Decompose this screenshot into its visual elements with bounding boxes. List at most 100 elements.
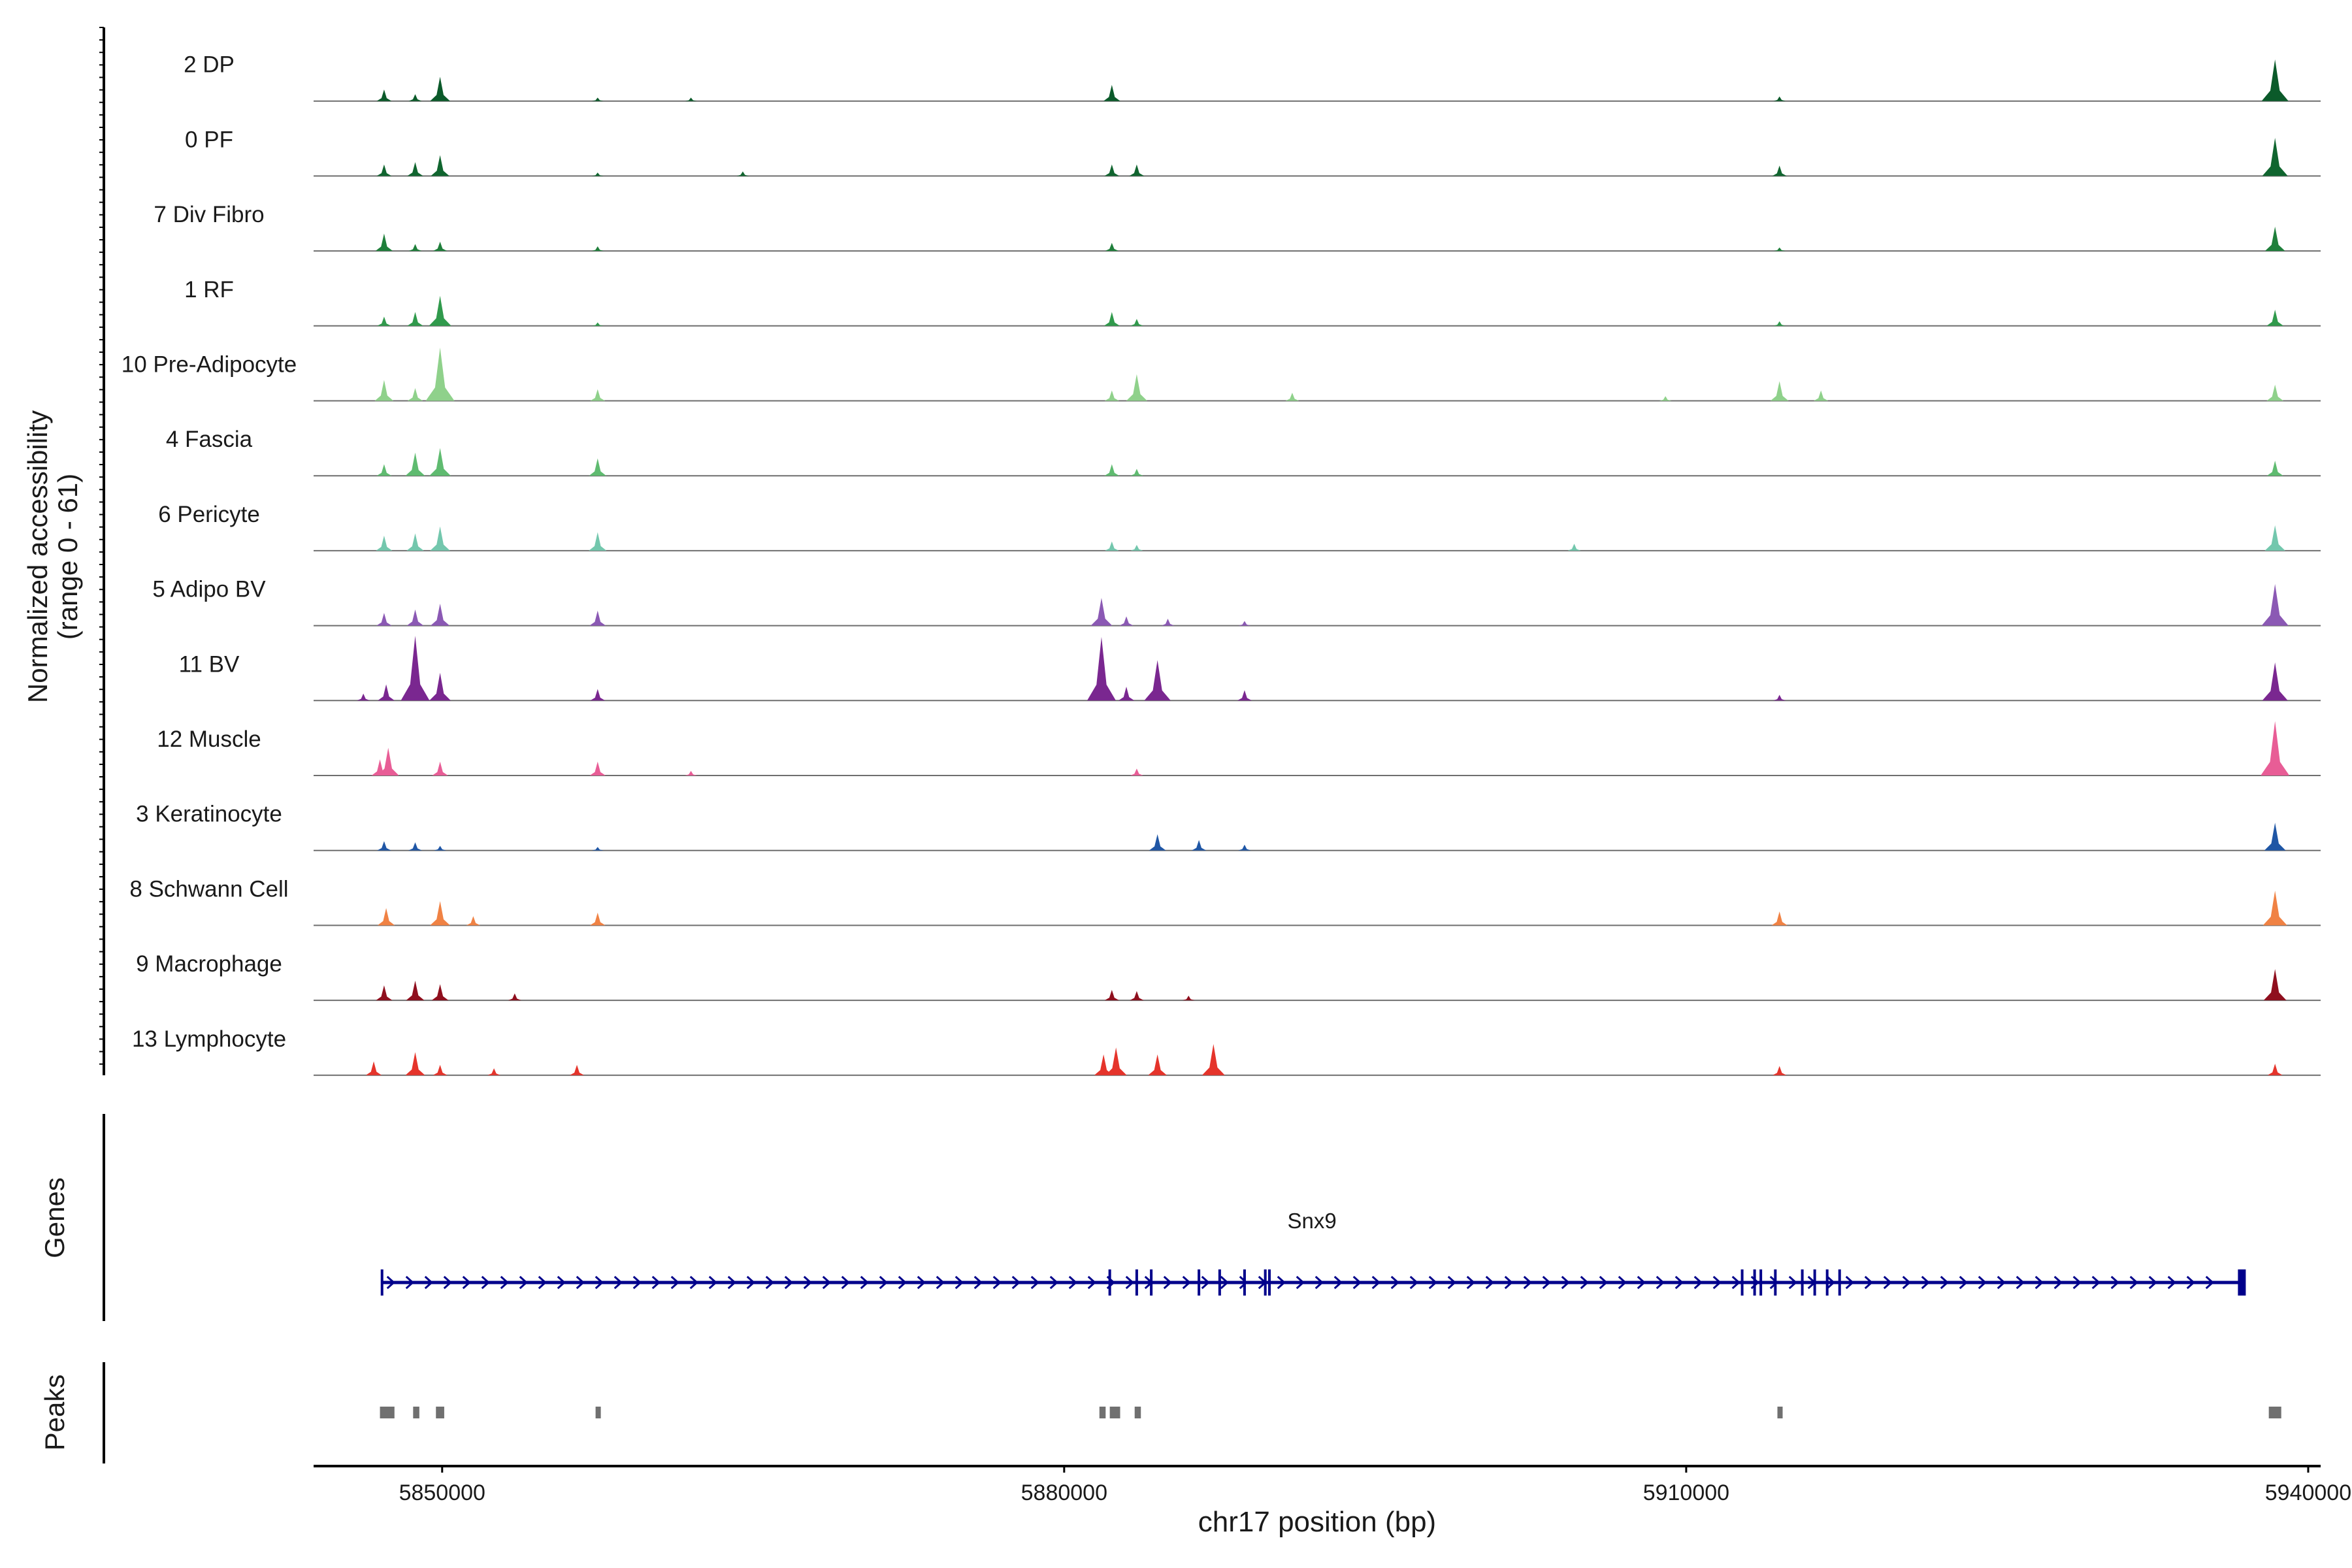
strand-arrow <box>689 1275 698 1290</box>
x-tick-label: 5850000 <box>399 1480 485 1505</box>
track-13-lymphocyte: 13 Lymphocyte <box>132 1026 2321 1076</box>
strand-arrow <box>424 1275 433 1290</box>
strand-arrow <box>2091 1275 2100 1290</box>
coverage-peak <box>357 693 370 701</box>
peak-region <box>1109 1407 1120 1418</box>
strand-arrow <box>1182 1275 1191 1290</box>
coverage-peak <box>1105 1047 1127 1075</box>
track-4-fascia: 4 Fascia <box>166 427 2321 477</box>
peak-region <box>595 1407 601 1418</box>
coverage-peak <box>1772 1066 1787 1075</box>
coverage-peak <box>1238 844 1251 851</box>
strand-arrow <box>1864 1275 1873 1290</box>
coverage-peak <box>466 916 481 926</box>
peak-regions <box>380 1407 2281 1418</box>
strand-arrow <box>557 1275 566 1290</box>
peak-region <box>1099 1407 1106 1418</box>
coverage-peak <box>1773 247 1786 252</box>
strand-arrow <box>519 1275 528 1290</box>
peak-region <box>436 1407 444 1418</box>
strand-arrow <box>1125 1275 1134 1290</box>
coverage-peak <box>591 97 604 101</box>
coverage-peak <box>1118 687 1135 701</box>
coverage-peak <box>1126 374 1147 401</box>
track-label: 5 Adipo BV <box>152 577 266 602</box>
coverage-peak <box>1201 1043 1225 1075</box>
coverage-peak <box>2261 583 2289 626</box>
coverage-peak <box>405 452 425 476</box>
strand-arrow <box>1561 1275 1570 1290</box>
strand-arrow <box>462 1275 471 1290</box>
track-label: 1 RF <box>184 277 234 302</box>
coverage-peak <box>407 388 423 401</box>
coverage-peak <box>1130 319 1144 326</box>
strand-arrow <box>1656 1275 1665 1290</box>
coverage-peak <box>591 847 604 851</box>
strand-arrow <box>2205 1275 2214 1290</box>
strand-arrow <box>898 1275 907 1290</box>
track-6-pericyte: 6 Pericyte <box>158 502 2321 551</box>
strand-arrow <box>1978 1275 1987 1290</box>
track-label: 0 PF <box>185 127 233 152</box>
accessibility-tracks: 2 DP 0 PF 7 Div Fibro 1 RF 10 Pre-Adipocyte 4… <box>122 52 2321 1076</box>
coverage-peak <box>406 533 424 551</box>
strand-arrow <box>2186 1275 2195 1290</box>
peak-region <box>380 1407 395 1418</box>
coverage-peak <box>431 155 449 176</box>
coverage-peak <box>377 841 391 851</box>
coverage-peak <box>1130 990 1144 1001</box>
strand-arrow <box>2034 1275 2044 1290</box>
coverage-peak <box>589 761 606 776</box>
strand-arrow <box>746 1275 755 1290</box>
peak-region <box>2268 1407 2281 1418</box>
strand-arrow <box>1239 1275 1248 1290</box>
coverage-peak <box>589 532 607 551</box>
coverage-peak <box>685 770 697 776</box>
track-9-macrophage: 9 Macrophage <box>136 951 2321 1002</box>
coverage-peak <box>376 164 392 176</box>
strand-arrow <box>708 1275 717 1290</box>
coverage-peak <box>377 747 399 776</box>
coverage-peak <box>1285 393 1299 401</box>
track-1-rf: 1 RF <box>184 277 2321 327</box>
accessibility-y-axis <box>99 27 105 1075</box>
gene-name-label: Snx9 <box>1287 1209 1336 1233</box>
strand-arrow <box>1409 1275 1418 1290</box>
track-label: 9 Macrophage <box>136 951 282 977</box>
coverage-peak <box>1772 694 1786 701</box>
strand-arrow <box>1049 1275 1058 1290</box>
strand-arrow <box>917 1275 926 1290</box>
coverage-peak <box>407 162 423 176</box>
coverage-peak <box>589 912 606 926</box>
strand-arrow <box>651 1275 661 1290</box>
coverage-peak <box>569 1064 585 1075</box>
coverage-peak <box>400 636 430 701</box>
strand-arrow <box>1390 1275 1399 1290</box>
coverage-peak <box>430 901 450 926</box>
coverage-peak <box>425 348 455 401</box>
strand-arrow <box>386 1275 395 1290</box>
coverage-peak <box>377 316 391 326</box>
strand-arrow <box>2072 1275 2082 1290</box>
strand-arrow <box>1542 1275 1551 1290</box>
coverage-peak <box>408 94 422 101</box>
track-7-div-fibro: 7 Div Fibro <box>154 202 2321 252</box>
gene-model: Snx9 <box>380 1209 2246 1296</box>
strand-arrow <box>1201 1275 1210 1290</box>
coverage-peak <box>1104 164 1120 176</box>
strand-arrow <box>955 1275 964 1290</box>
coverage-peak <box>376 985 393 1001</box>
track-label: 4 Fascia <box>166 427 253 452</box>
strand-arrow <box>595 1275 604 1290</box>
coverage-peak <box>378 684 395 701</box>
strand-arrow <box>784 1275 793 1290</box>
coverage-peak <box>365 1061 382 1075</box>
strand-arrow <box>538 1275 547 1290</box>
coverage-peak <box>1105 541 1119 551</box>
strand-arrow <box>1277 1275 1286 1290</box>
coverage-peak <box>1161 618 1175 626</box>
strand-arrow <box>1921 1275 1930 1290</box>
track-label: 7 Div Fibro <box>154 202 264 227</box>
coverage-peak <box>1772 165 1787 176</box>
